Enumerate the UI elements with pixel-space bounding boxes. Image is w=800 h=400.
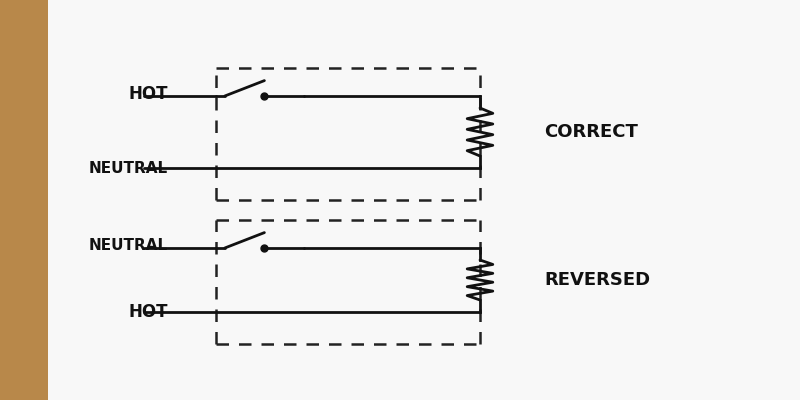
Text: REVERSED: REVERSED — [544, 271, 650, 289]
Text: NEUTRAL: NEUTRAL — [89, 238, 168, 254]
FancyBboxPatch shape — [48, 0, 800, 400]
Text: CORRECT: CORRECT — [544, 123, 638, 141]
Text: HOT: HOT — [129, 303, 168, 321]
Text: NEUTRAL: NEUTRAL — [89, 160, 168, 176]
Text: HOT: HOT — [129, 85, 168, 103]
